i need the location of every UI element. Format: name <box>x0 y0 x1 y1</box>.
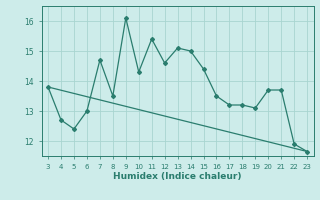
X-axis label: Humidex (Indice chaleur): Humidex (Indice chaleur) <box>113 172 242 181</box>
